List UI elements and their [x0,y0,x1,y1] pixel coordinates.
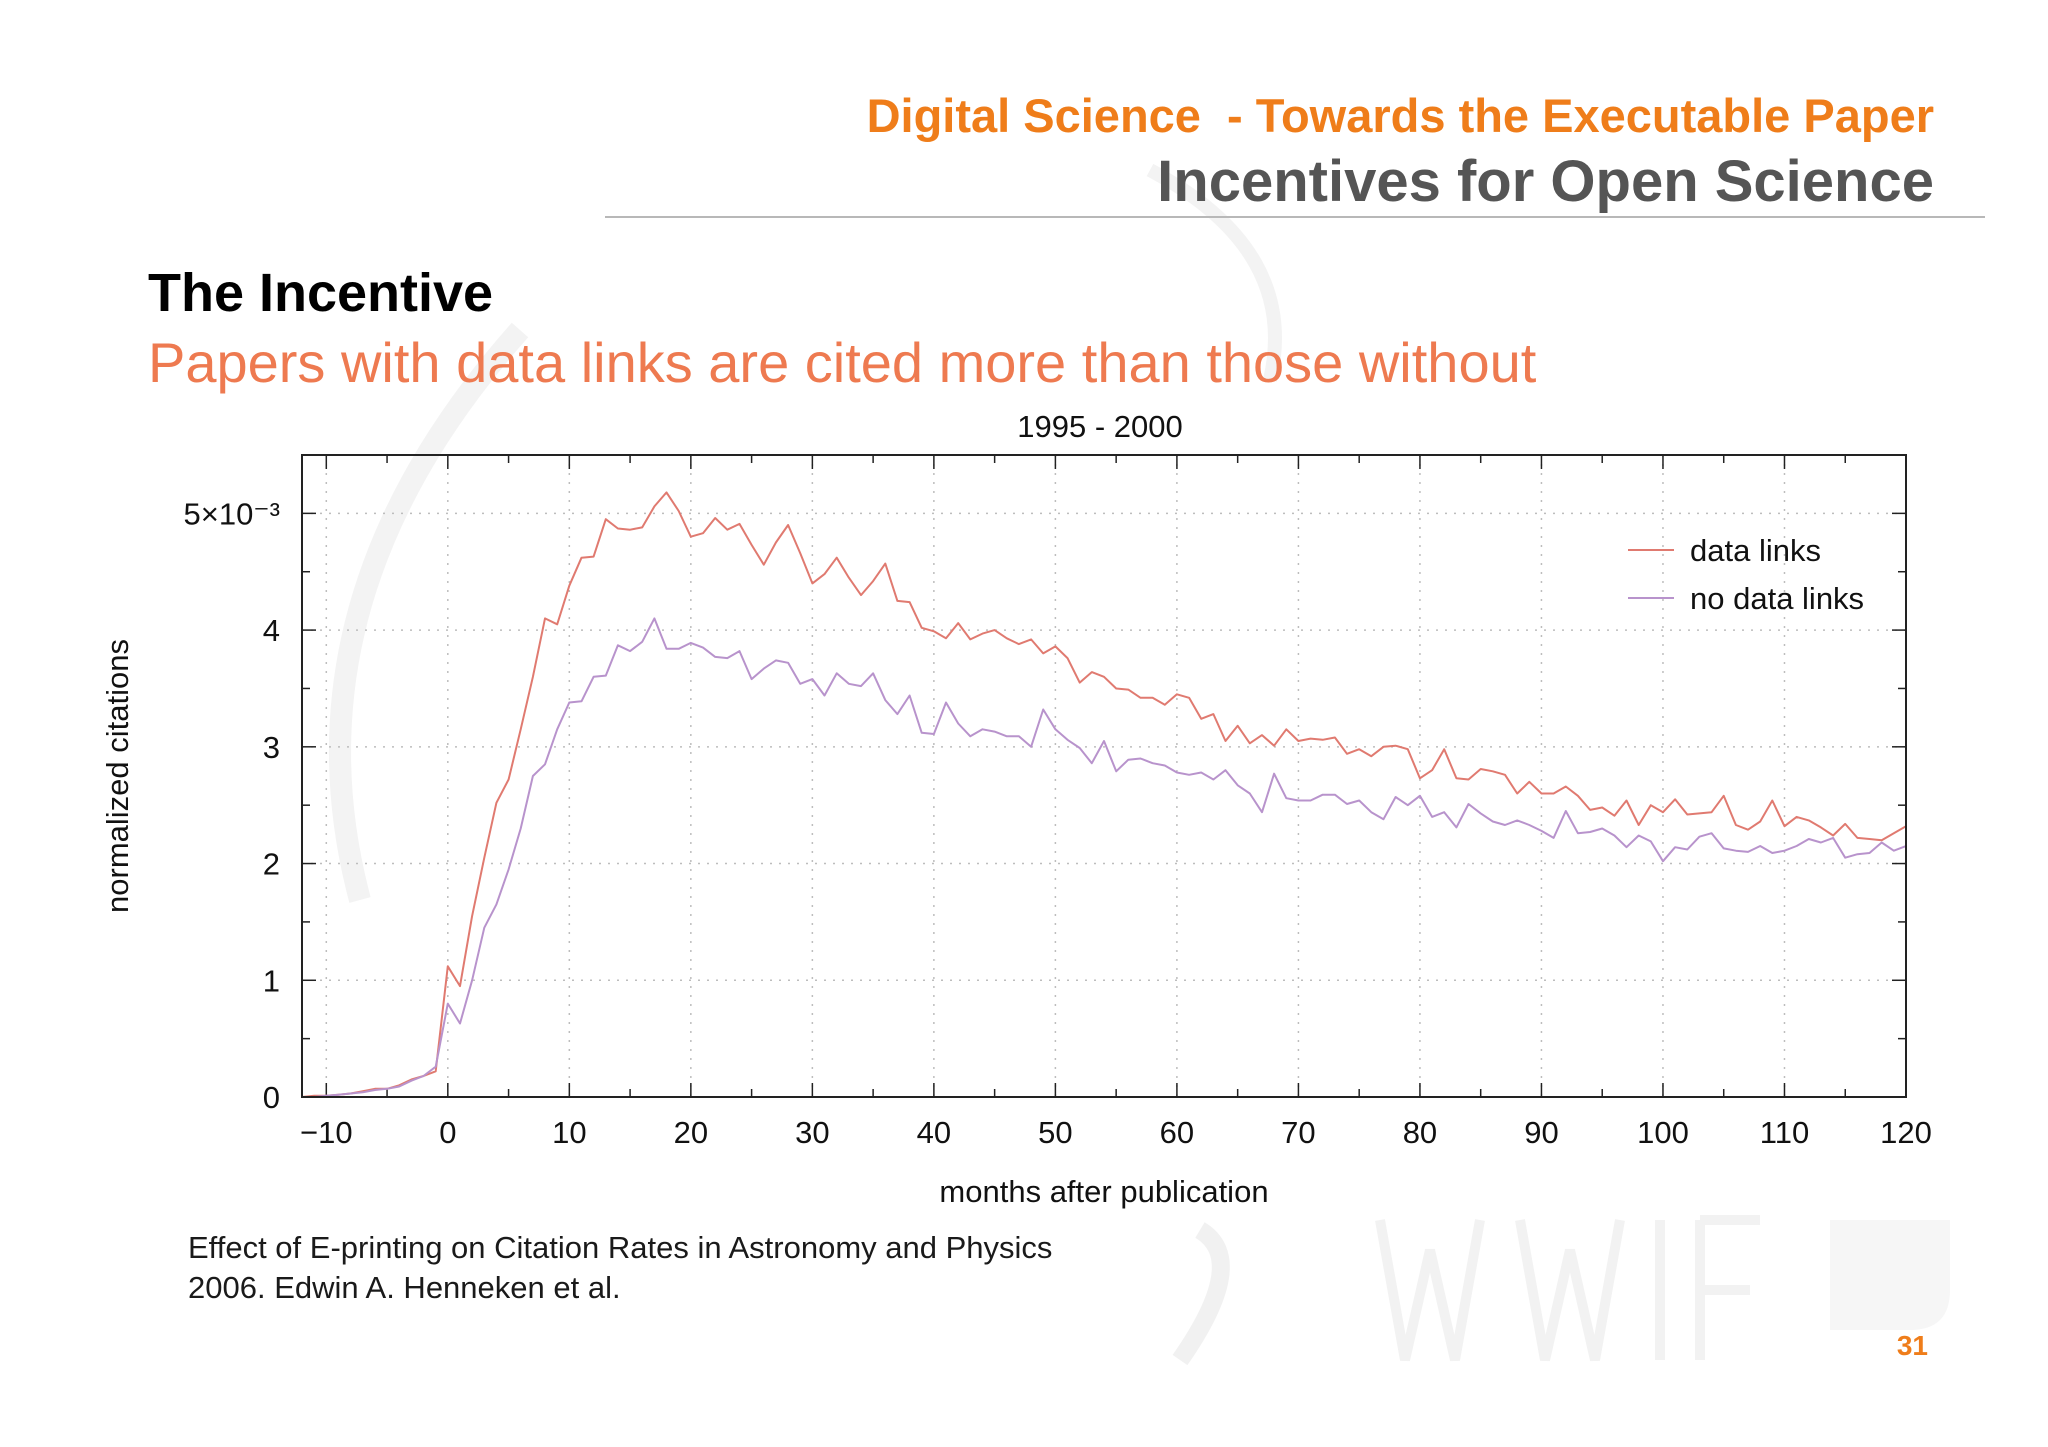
y-axis-label: normalized citations [100,639,135,913]
x-tick-label: 20 [674,1115,708,1150]
y-tick-label: 4 [263,613,280,648]
x-tick-label: 60 [1160,1115,1194,1150]
plot-frame [301,454,1907,1098]
x-axis-label: months after publication [939,1174,1268,1209]
citation-line-2: 2006. Edwin A. Henneken et al. [188,1270,621,1305]
legend-label-no-data-links: no data links [1690,581,1864,616]
chart-series [301,491,1907,1098]
x-tick-label: −10 [300,1115,353,1150]
x-tick-label: 120 [1880,1115,1932,1150]
y-tick-label: 1 [263,963,280,998]
header-title: Incentives for Open Science [1157,149,1934,214]
section-title: The Incentive [148,263,494,323]
legend-label-data-links: data links [1690,533,1821,568]
chart-grid [302,455,1906,1097]
x-tick-label: 10 [552,1115,586,1150]
y-tick-label: 5×10⁻³ [183,496,280,531]
x-tick-label: 50 [1038,1115,1072,1150]
x-tick-label: 90 [1524,1115,1558,1150]
series-line-no-data-links [302,617,1907,1098]
series-line-data-links [301,491,1907,1098]
x-tick-label: 0 [439,1115,456,1150]
chart-legend: data links no data links [1628,533,1864,616]
citation-line-1: Effect of E-printing on Citation Rates i… [188,1230,1053,1265]
x-tick-label: 100 [1637,1115,1689,1150]
y-tick-label: 2 [263,847,280,882]
section-subtitle: Papers with data links are cited more th… [148,331,1537,394]
chart-axis-ticks: −10 0 10 20 30 40 50 60 70 80 90 100 110 120 0 1 2 3 4 5×10… [183,454,1932,1150]
citation-chart: 1995 - 2000 −10 0 10 20 30 40 50 60 70 80 90 100 110… [100,409,1932,1209]
x-tick-label: 30 [795,1115,829,1150]
y-tick-label: 0 [263,1080,280,1115]
header-divider [605,216,1985,218]
x-tick-label: 40 [917,1115,951,1150]
page-number: 31 [1896,1330,1928,1361]
citation-reference: Effect of E-printing on Citation Rates i… [188,1228,1052,1308]
x-tick-label: 110 [1760,1115,1809,1150]
y-tick-label: 3 [263,730,280,765]
header-kicker: Digital Science - Towards the Executable… [866,89,1934,142]
x-tick-label: 80 [1403,1115,1437,1150]
x-tick-label: 70 [1281,1115,1315,1150]
chart-title: 1995 - 2000 [1017,409,1182,444]
